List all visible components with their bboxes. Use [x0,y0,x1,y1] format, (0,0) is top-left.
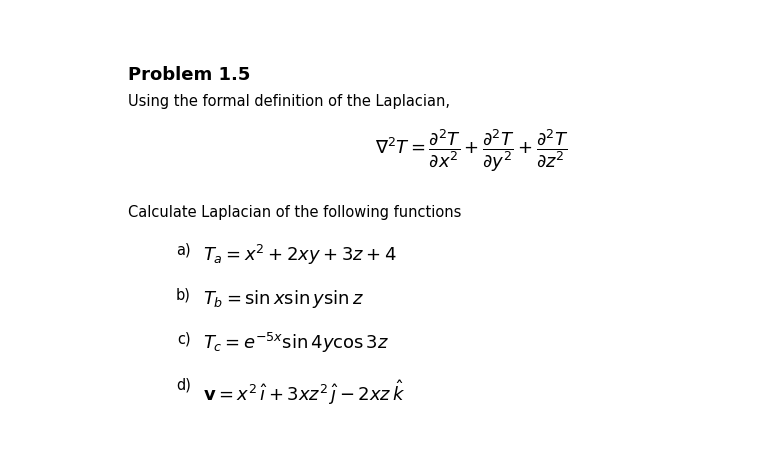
Text: c): c) [178,331,191,346]
Text: $\mathbf{v} = x^2\, \hat{\imath} + 3xz^2\, \hat{\jmath} - 2xz\, \hat{k}$: $\mathbf{v} = x^2\, \hat{\imath} + 3xz^2… [203,378,405,407]
Text: $T_a = x^2 + 2xy + 3z + 4$: $T_a = x^2 + 2xy + 3z + 4$ [203,243,397,267]
Text: $T_b = \sin x \sin y \sin z$: $T_b = \sin x \sin y \sin z$ [203,288,364,310]
Text: Problem 1.5: Problem 1.5 [128,66,250,84]
Text: Calculate Laplacian of the following functions: Calculate Laplacian of the following fun… [128,205,461,220]
Text: $\nabla^2 T = \dfrac{\partial^2 T}{\partial x^2} + \dfrac{\partial^2 T}{\partial: $\nabla^2 T = \dfrac{\partial^2 T}{\part… [375,127,569,174]
Text: $T_c = e^{-5x} \sin 4y \cos 3z$: $T_c = e^{-5x} \sin 4y \cos 3z$ [203,331,390,356]
Text: Using the formal definition of the Laplacian,: Using the formal definition of the Lapla… [128,94,449,109]
Text: b): b) [176,288,191,303]
Text: a): a) [176,243,191,258]
Text: d): d) [176,378,191,393]
